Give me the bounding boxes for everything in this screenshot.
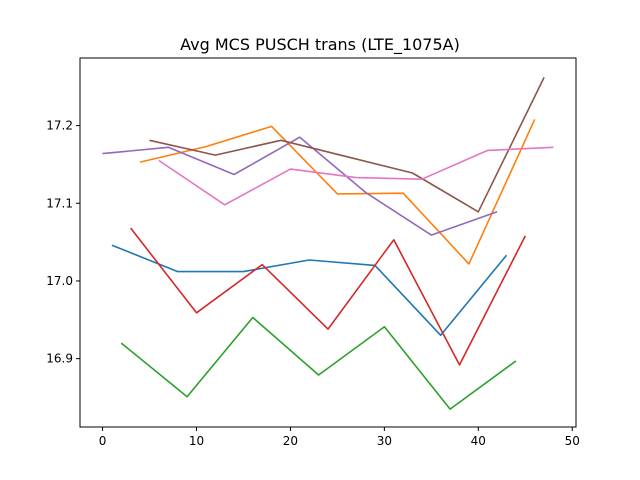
x-tick-label-5: 50 (565, 434, 580, 448)
series-line-5 (102, 136, 498, 236)
series-line-3 (120, 316, 517, 410)
chart-title: Avg MCS PUSCH trans (LTE_1075A) (180, 35, 460, 55)
series-line-4 (130, 227, 527, 366)
x-tick-label-2: 20 (283, 434, 298, 448)
tick-layer: 0 10 20 30 40 50 16.9 17.0 17.1 17.2 (46, 119, 580, 448)
x-tick-label-1: 10 (189, 434, 204, 448)
series-line-6 (149, 77, 545, 213)
y-tick-label-1: 17.0 (46, 274, 73, 288)
x-tick-label-4: 40 (471, 434, 486, 448)
series-line-7 (158, 146, 554, 206)
series-line-2 (139, 119, 536, 265)
x-tick-label-3: 30 (377, 434, 392, 448)
series-line-1 (111, 244, 508, 337)
series-layer (102, 77, 554, 410)
y-tick-label-0: 16.9 (46, 352, 73, 366)
y-tick-label-2: 17.1 (46, 196, 73, 210)
plot-area-frame (79, 57, 577, 428)
x-tick-label-0: 0 (99, 434, 107, 448)
y-tick-label-3: 17.2 (46, 119, 73, 133)
